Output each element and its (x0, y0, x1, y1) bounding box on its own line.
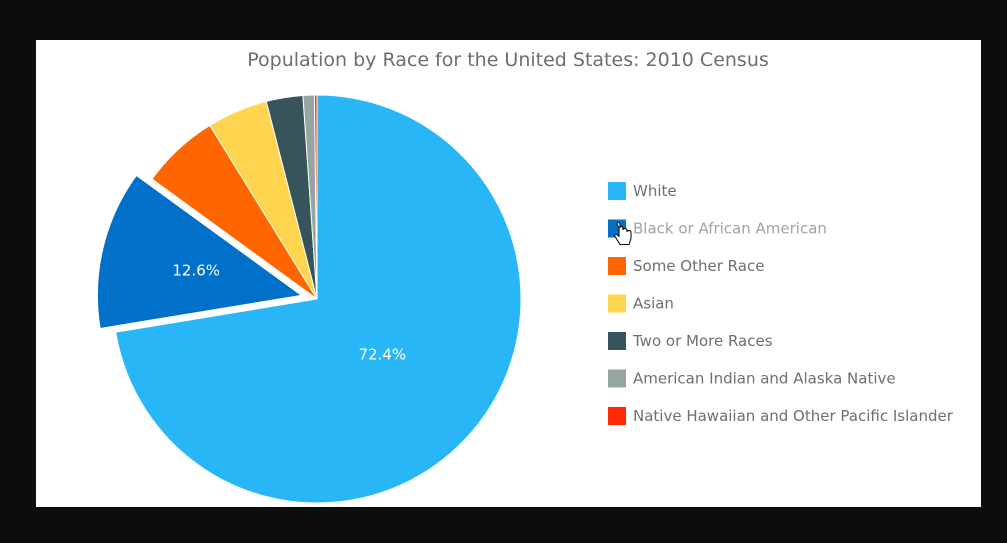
chart-title: Population by Race for the United States… (247, 49, 769, 71)
hand-pointer-icon (614, 222, 632, 245)
pie-chart: Population by Race for the United States… (96, 49, 954, 504)
legend-item-asian[interactable]: Asian (608, 294, 674, 313)
legend-swatch[interactable] (608, 182, 626, 200)
legend-swatch[interactable] (608, 369, 626, 388)
legend-label[interactable]: Native Hawaiian and Other Pacific Island… (633, 407, 954, 425)
legend: White Black or African American Some Other… (608, 182, 954, 425)
legend-label[interactable]: American Indian and Alaska Native (633, 370, 896, 388)
legend-label[interactable]: Black or African American (633, 220, 827, 238)
legend-swatch[interactable] (608, 257, 626, 275)
data-label-black-or-african-american: 12.6% (172, 261, 220, 279)
legend-item-black-or-african-american[interactable]: Black or African American (608, 219, 827, 238)
slice-labels: 72.4% 12.6% (172, 261, 406, 363)
legend-label[interactable]: White (633, 182, 677, 200)
legend-item-white[interactable]: White (608, 182, 677, 200)
legend-swatch[interactable] (608, 407, 626, 425)
pie-slice-white[interactable] (115, 94, 522, 504)
legend-item-american-indian-and-alaska-native[interactable]: American Indian and Alaska Native (608, 369, 896, 388)
legend-item-native-hawaiian-and-other-pacific-islander[interactable]: Native Hawaiian and Other Pacific Island… (608, 407, 954, 425)
pie-slice-black-or-african-american[interactable] (96, 174, 303, 330)
pie-slices (96, 94, 522, 504)
legend-swatch[interactable] (608, 294, 626, 313)
legend-swatch[interactable] (608, 332, 626, 350)
hand-pointer-icon (614, 222, 632, 245)
chart-panel: Population by Race for the United States… (36, 40, 981, 507)
legend-label[interactable]: Asian (633, 295, 674, 313)
legend-label[interactable]: Two or More Races (632, 332, 773, 350)
legend-item-two-or-more-races[interactable]: Two or More Races (608, 332, 773, 350)
pie-slice-native-hawaiian-and-other-pacific-islander[interactable] (313, 94, 318, 300)
data-label-white: 72.4% (358, 345, 406, 363)
legend-label[interactable]: Some Other Race (633, 257, 764, 275)
legend-item-some-other-race[interactable]: Some Other Race (608, 257, 764, 275)
